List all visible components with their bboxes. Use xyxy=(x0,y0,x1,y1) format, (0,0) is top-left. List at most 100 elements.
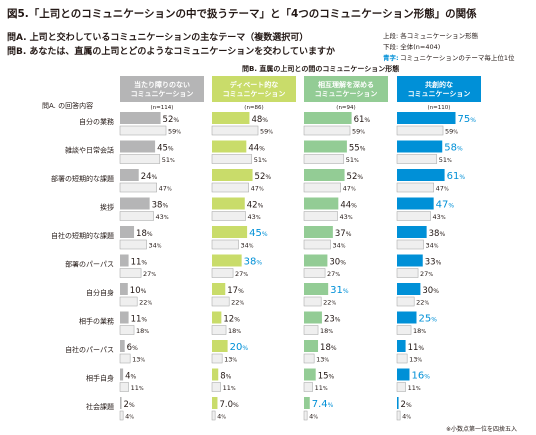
value-label: 52% xyxy=(347,172,364,182)
overall-bar-2-8 xyxy=(211,325,227,335)
bar-3-8 xyxy=(304,311,322,324)
footnote: ※小数点第一位を四捨五入 xyxy=(446,425,517,433)
overall-bar-4-4 xyxy=(396,211,431,221)
overall-bar-1-9 xyxy=(119,353,131,364)
value-label: 58% xyxy=(444,143,463,154)
overall-label: 59% xyxy=(352,128,365,136)
overall-bar-3-7 xyxy=(303,296,322,307)
value-label: 61% xyxy=(447,171,466,182)
bar-3-4 xyxy=(304,197,339,210)
value-label: 18% xyxy=(320,343,337,353)
value-label: 38% xyxy=(244,257,263,268)
value-label: 44% xyxy=(340,201,357,211)
bar-4-5 xyxy=(397,226,427,238)
bar-1-1 xyxy=(120,112,161,124)
overall-label: 27% xyxy=(327,270,340,278)
axis-caption: 問B. 直属の上司との間のコミュニケーション形態 xyxy=(242,64,399,73)
overall-bar-2-1 xyxy=(211,125,259,136)
bar-1-7 xyxy=(120,283,128,295)
bar-4-3 xyxy=(397,169,445,181)
legend-note-2: 下段: 全体(n=404) xyxy=(383,42,440,51)
bar-4-1 xyxy=(397,112,456,124)
value-label: 4% xyxy=(125,372,136,382)
value-label: 16% xyxy=(411,371,430,382)
value-label: 75% xyxy=(458,114,477,125)
value-label: 31% xyxy=(330,285,349,296)
overall-bar-2-9 xyxy=(211,353,223,364)
overall-bar-3-3 xyxy=(303,182,341,193)
value-label: 8% xyxy=(220,372,231,382)
category-label: 部署のパーパス xyxy=(65,260,114,269)
value-label: 30% xyxy=(329,258,346,268)
bar-4-9 xyxy=(397,340,406,352)
value-label: 7.0% xyxy=(219,400,239,410)
group-n-label: (n=94) xyxy=(336,105,355,111)
bar-3-1 xyxy=(304,112,352,124)
group-header-label: コミュニケーション xyxy=(315,90,378,98)
overall-bar-4-6 xyxy=(396,268,419,278)
legend-highlight-text: コミュニケーションのテーマ毎上位1位 xyxy=(400,53,515,62)
overall-bar-4-5 xyxy=(396,239,424,250)
overall-bar-2-3 xyxy=(211,182,249,193)
bar-4-10 xyxy=(397,368,410,381)
row-header: 問A. の回答内容 xyxy=(42,101,93,110)
bar-1-4 xyxy=(120,197,150,210)
overall-label: 43% xyxy=(340,213,353,221)
overall-bar-1-2 xyxy=(119,154,161,164)
bar-4-4 xyxy=(397,197,434,210)
category-label: 挨拶 xyxy=(100,203,114,212)
value-label: 38% xyxy=(152,201,169,211)
bar-3-2 xyxy=(304,140,347,153)
overall-bar-1-6 xyxy=(119,268,142,278)
bar-3-10 xyxy=(304,368,316,381)
overall-label: 27% xyxy=(235,270,248,278)
category-label: 相手の業務 xyxy=(79,317,114,326)
overall-bar-4-1 xyxy=(396,125,444,136)
group-header-label: 当たり障りのない xyxy=(134,80,190,89)
overall-label: 4% xyxy=(309,413,318,421)
bar-2-10 xyxy=(212,368,219,381)
value-label: 52% xyxy=(255,172,272,182)
overall-label: 43% xyxy=(248,213,261,221)
overall-label: 47% xyxy=(436,185,449,193)
overall-label: 11% xyxy=(315,384,328,392)
overall-label: 13% xyxy=(224,356,237,364)
overall-bar-1-11 xyxy=(119,410,124,421)
bar-3-7 xyxy=(304,283,329,295)
overall-label: 34% xyxy=(333,242,346,250)
bar-4-7 xyxy=(397,283,421,295)
bar-2-2 xyxy=(212,140,247,153)
group-header-label: 共創的な xyxy=(425,80,453,89)
value-label: 24% xyxy=(141,172,158,182)
value-label: 7.4% xyxy=(312,399,334,410)
category-label: 部署の短期的な課題 xyxy=(51,174,114,183)
value-label: 20% xyxy=(230,342,249,353)
overall-bar-1-4 xyxy=(119,211,154,221)
overall-bar-2-6 xyxy=(211,268,234,278)
overall-label: 18% xyxy=(228,327,241,335)
overall-bar-3-5 xyxy=(303,239,331,250)
overall-label: 22% xyxy=(416,299,429,307)
bar-3-9 xyxy=(304,340,319,352)
value-label: 10% xyxy=(130,286,147,296)
bar-1-11 xyxy=(120,397,122,409)
value-label: 11% xyxy=(131,258,148,268)
overall-label: 34% xyxy=(241,242,254,250)
bar-4-6 xyxy=(397,254,423,267)
bar-2-5 xyxy=(212,226,248,238)
legend-highlight-label: 青字: xyxy=(383,53,399,62)
overall-bar-2-2 xyxy=(211,154,253,164)
question-b: 問B. あなたは、直属の上司とどのようなコミュニケーションを交わしていますか xyxy=(7,45,335,57)
value-label: 45% xyxy=(157,144,174,154)
bar-3-6 xyxy=(304,254,328,267)
overall-label: 47% xyxy=(251,185,264,193)
bar-1-3 xyxy=(120,169,139,181)
bar-2-8 xyxy=(212,311,222,324)
value-label: 47% xyxy=(436,200,455,211)
category-label: 雑談や日常会話 xyxy=(65,146,114,155)
overall-bar-4-9 xyxy=(396,353,408,364)
overall-label: 43% xyxy=(433,213,446,221)
overall-bar-4-11 xyxy=(396,410,401,421)
value-label: 11% xyxy=(408,343,425,353)
